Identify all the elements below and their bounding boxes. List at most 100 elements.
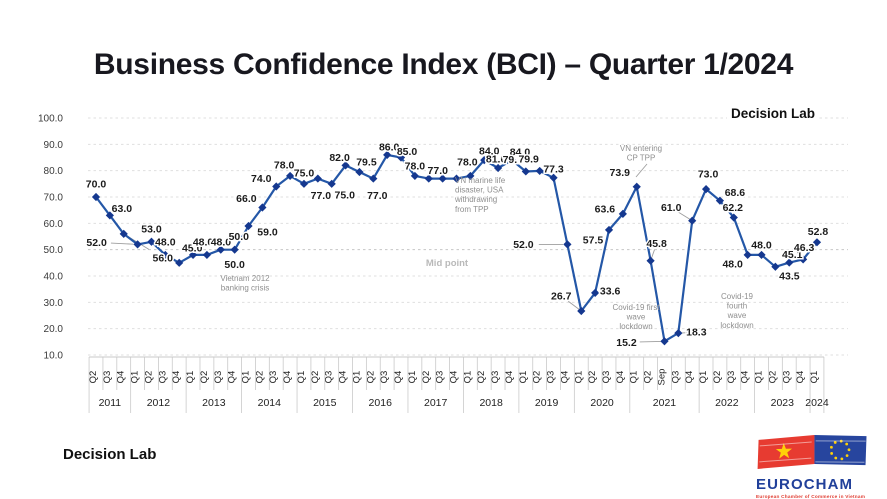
svg-text:Q4: Q4 bbox=[615, 371, 626, 384]
svg-text:Q4: Q4 bbox=[338, 371, 349, 384]
data-point-marker bbox=[216, 245, 225, 254]
svg-text:Q2: Q2 bbox=[88, 371, 99, 384]
data-point-marker bbox=[480, 156, 489, 165]
data-point-marker bbox=[202, 250, 212, 260]
data-label: 70.0 bbox=[86, 179, 107, 191]
data-label: 78.0 bbox=[274, 159, 295, 171]
data-point-marker bbox=[161, 250, 170, 260]
page-title: Business Confidence Index (BCI) – Quarte… bbox=[93, 48, 794, 81]
data-point-marker bbox=[383, 150, 392, 159]
svg-text:50.0: 50.0 bbox=[44, 245, 64, 256]
data-label: 66.0 bbox=[236, 193, 257, 205]
data-point-marker bbox=[175, 258, 184, 267]
eurocham-tagline: European Chamber of Commerce in Vietnam bbox=[756, 494, 866, 499]
annotation-text: wave bbox=[727, 311, 747, 320]
svg-text:Q3: Q3 bbox=[546, 371, 557, 384]
data-label: 78.0 bbox=[405, 160, 426, 172]
svg-text:Q4: Q4 bbox=[116, 371, 127, 384]
vietnam-star-icon bbox=[775, 443, 792, 459]
svg-text:2019: 2019 bbox=[535, 397, 559, 409]
svg-text:Q3: Q3 bbox=[379, 371, 390, 384]
annotation-text: VN marine life bbox=[455, 176, 506, 185]
svg-text:40.0: 40.0 bbox=[44, 272, 64, 283]
data-label: 53.0 bbox=[141, 223, 162, 235]
data-label: 48.0 bbox=[751, 239, 772, 251]
gridlines: 100.0 90.0 80.0 70.0 60.0 50.0 40.0 30.0 20.0 10.… bbox=[38, 114, 848, 362]
data-label: 73.9 bbox=[610, 167, 631, 179]
data-point-marker bbox=[701, 185, 711, 194]
data-label: 48.0 bbox=[193, 236, 214, 248]
data-label: 77.0 bbox=[367, 190, 388, 202]
data-label: 45.8 bbox=[646, 238, 667, 250]
annotation-text: CP TPP bbox=[627, 154, 656, 163]
svg-text:2011: 2011 bbox=[99, 397, 122, 409]
data-label: 75.0 bbox=[294, 167, 315, 179]
decision-lab-brand-top: Decision Lab bbox=[726, 105, 819, 122]
svg-text:Q4: Q4 bbox=[740, 371, 751, 384]
annotation-text: wave bbox=[626, 313, 646, 322]
data-label: 75.0 bbox=[334, 189, 355, 201]
annotation-text: VN entering bbox=[620, 144, 662, 153]
svg-text:Q2: Q2 bbox=[767, 371, 778, 384]
svg-text:Q2: Q2 bbox=[310, 371, 321, 384]
svg-text:Q4: Q4 bbox=[795, 371, 806, 384]
svg-text:2020: 2020 bbox=[590, 397, 614, 409]
data-label: 48.0 bbox=[211, 236, 232, 248]
data-label: 78.0 bbox=[457, 156, 478, 168]
data-point-marker bbox=[604, 225, 614, 235]
svg-text:Q2: Q2 bbox=[143, 371, 154, 384]
data-point-marker bbox=[757, 250, 766, 260]
data-label: 62.2 bbox=[723, 202, 744, 214]
data-label: 26.7 bbox=[551, 291, 572, 303]
annotation-text: banking crisis bbox=[221, 284, 269, 293]
data-label: 77.0 bbox=[311, 190, 332, 202]
svg-text:Q4: Q4 bbox=[559, 371, 570, 384]
data-point-marker bbox=[244, 221, 253, 231]
svg-text:20.0: 20.0 bbox=[44, 324, 64, 335]
svg-text:Q1: Q1 bbox=[698, 371, 709, 384]
eurocham-logo: EUROCHAM European Chamber of Commerce in… bbox=[756, 433, 880, 499]
eu-flag-shape bbox=[814, 434, 867, 466]
svg-text:80.0: 80.0 bbox=[44, 166, 64, 177]
data-point-marker bbox=[660, 337, 669, 346]
data-label: 52.8 bbox=[808, 226, 829, 238]
svg-text:Q3: Q3 bbox=[102, 371, 113, 384]
data-label: 79.9 bbox=[518, 153, 539, 165]
data-point-marker bbox=[632, 182, 641, 191]
brushstroke-texture bbox=[759, 440, 866, 463]
svg-text:Q1: Q1 bbox=[809, 371, 820, 384]
data-label: 79.7 bbox=[503, 154, 524, 166]
svg-text:Q1: Q1 bbox=[296, 371, 307, 384]
data-point-marker bbox=[341, 161, 350, 170]
svg-text:2015: 2015 bbox=[313, 397, 337, 409]
svg-text:2012: 2012 bbox=[147, 397, 171, 409]
svg-text:Q3: Q3 bbox=[324, 371, 335, 384]
decision-lab-brand-bottom: Decision Lab bbox=[63, 446, 157, 463]
svg-text:Q3: Q3 bbox=[781, 371, 792, 384]
svg-text:Q1: Q1 bbox=[629, 371, 640, 384]
svg-text:Q2: Q2 bbox=[254, 371, 265, 384]
svg-text:90.0: 90.0 bbox=[44, 140, 64, 151]
eurocham-flag-graphic bbox=[757, 434, 867, 469]
data-label: 86.0 bbox=[379, 141, 400, 153]
svg-text:Q1: Q1 bbox=[407, 371, 418, 384]
data-label: 45.1 bbox=[782, 249, 803, 261]
svg-text:Q4: Q4 bbox=[393, 371, 404, 384]
annotation-text: fourth bbox=[727, 302, 747, 311]
svg-text:Q1: Q1 bbox=[351, 371, 362, 384]
annotation-text: from TPP bbox=[455, 205, 489, 214]
data-label: 52.0 bbox=[513, 239, 534, 251]
svg-text:Q3: Q3 bbox=[268, 371, 279, 384]
data-point-marker bbox=[91, 192, 101, 202]
svg-text:Q1: Q1 bbox=[185, 371, 196, 384]
data-label: 68.6 bbox=[725, 187, 746, 199]
svg-text:Q2: Q2 bbox=[365, 371, 376, 384]
data-label: 46.3 bbox=[794, 242, 815, 254]
svg-text:Q1: Q1 bbox=[754, 371, 765, 384]
svg-text:Q3: Q3 bbox=[157, 371, 168, 384]
data-point-marker bbox=[369, 174, 378, 183]
data-label: 50.0 bbox=[229, 231, 250, 243]
data-point-marker bbox=[119, 229, 128, 238]
svg-text:Q2: Q2 bbox=[476, 371, 487, 384]
